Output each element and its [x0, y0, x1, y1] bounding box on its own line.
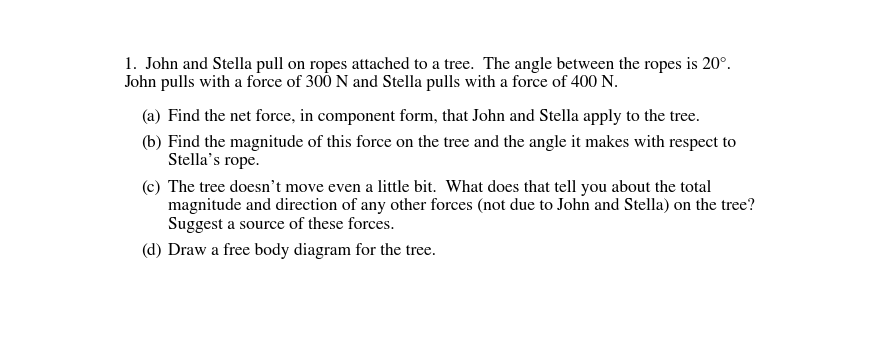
Text: The tree doesn’t move even a little bit.  What does that tell you about the tota: The tree doesn’t move even a little bit.… [168, 180, 712, 196]
Text: Find the net force, in component form, that John and Stella apply to the tree.: Find the net force, in component form, t… [168, 108, 700, 125]
Text: magnitude and direction of any other forces (not due to John and Stella) on the : magnitude and direction of any other for… [168, 199, 755, 214]
Text: John pulls with a force of 300 N and Stella pulls with a force of 400 N.: John pulls with a force of 300 N and Ste… [124, 75, 618, 92]
Text: (c): (c) [141, 180, 160, 196]
Text: (b): (b) [141, 135, 161, 151]
Text: (a): (a) [141, 108, 160, 125]
Text: 1.  John and Stella pull on ropes attached to a tree.  The angle between the rop: 1. John and Stella pull on ropes attache… [124, 57, 731, 73]
Text: Draw a free body diagram for the tree.: Draw a free body diagram for the tree. [168, 243, 436, 259]
Text: Find the magnitude of this force on the tree and the angle it makes with respect: Find the magnitude of this force on the … [168, 135, 737, 151]
Text: (d): (d) [141, 243, 161, 259]
Text: Stella’s rope.: Stella’s rope. [168, 153, 260, 169]
Text: Suggest a source of these forces.: Suggest a source of these forces. [168, 216, 395, 233]
